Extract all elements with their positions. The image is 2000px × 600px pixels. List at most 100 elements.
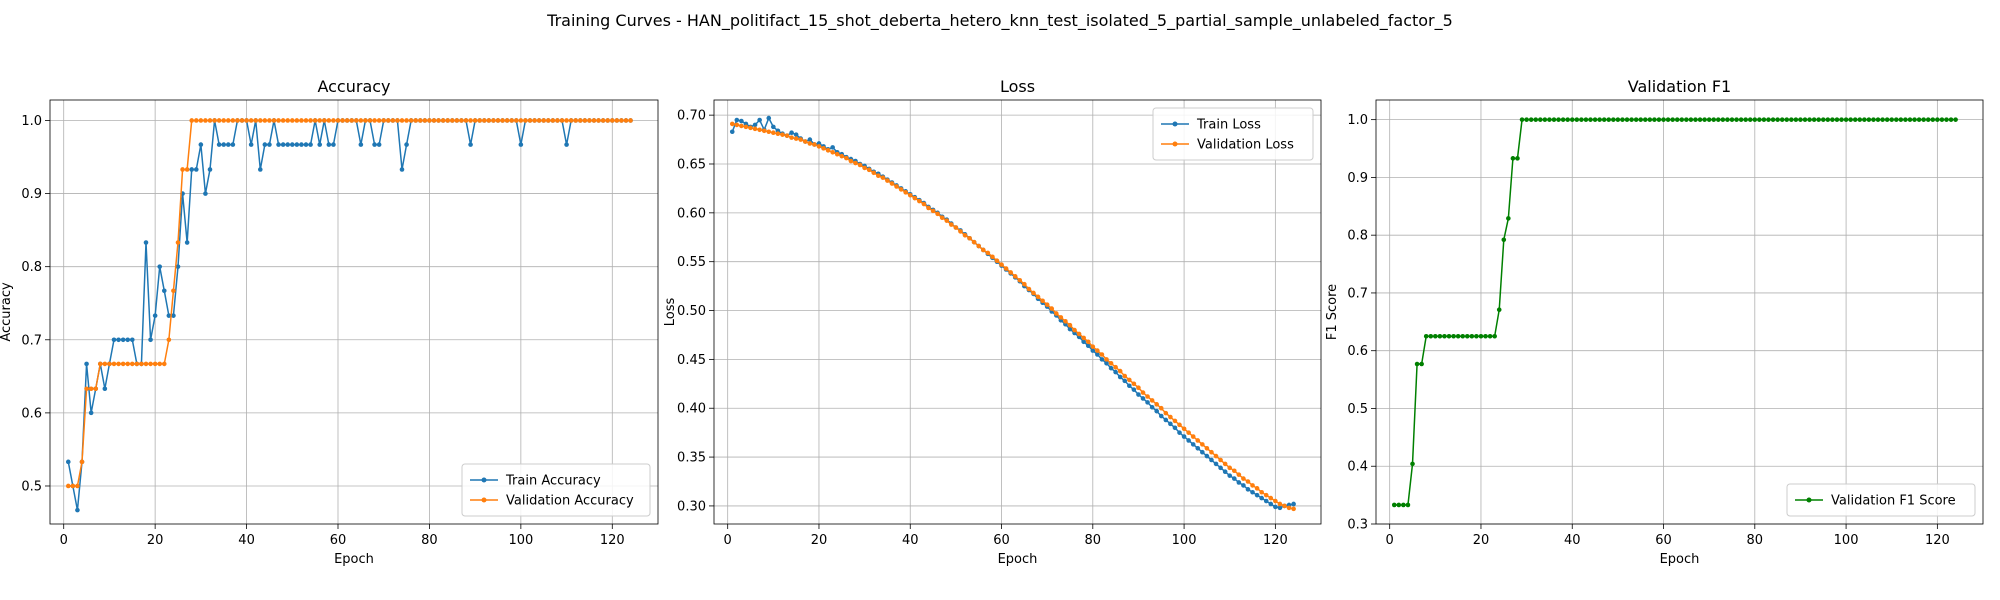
data-point [734, 117, 740, 123]
data-point [930, 208, 936, 214]
data-point [1524, 117, 1529, 122]
data-point [1259, 495, 1264, 501]
data-point [1158, 413, 1164, 419]
data-point [1181, 426, 1187, 432]
data-point [257, 167, 263, 172]
data-point [1939, 117, 1945, 122]
data-point [518, 142, 524, 147]
legend-marker [1806, 497, 1812, 503]
data-point [230, 118, 236, 123]
data-point [1866, 117, 1872, 122]
data-point [1770, 117, 1776, 122]
data-point [1556, 117, 1561, 122]
y-tick-label: 0.9 [1347, 171, 1368, 186]
data-point [1127, 377, 1132, 383]
data-point [1236, 480, 1242, 485]
data-point [102, 361, 108, 367]
data-point [1647, 117, 1653, 122]
data-point [1506, 216, 1511, 221]
data-point [885, 178, 890, 183]
data-point [1168, 414, 1173, 420]
chart-title: Accuracy [317, 77, 390, 96]
y-tick-label: 0.7 [21, 333, 42, 348]
data-point [1282, 503, 1287, 509]
data-point [445, 118, 451, 123]
data-point [1720, 117, 1726, 122]
series-1 [1391, 117, 1958, 508]
data-point [331, 142, 336, 147]
data-point [1268, 495, 1274, 501]
data-point [1930, 117, 1936, 122]
data-point [427, 118, 432, 123]
data-point [1231, 468, 1237, 474]
data-point [1236, 472, 1242, 477]
data-point [120, 337, 126, 343]
data-point [545, 118, 551, 123]
data-point [1117, 368, 1123, 374]
data-point [221, 142, 227, 147]
data-point [294, 118, 300, 123]
data-point [1734, 117, 1739, 122]
data-point [748, 125, 753, 131]
data-point [1190, 434, 1196, 439]
x-tick-label: 20 [147, 533, 164, 548]
data-point [1907, 117, 1913, 122]
x-axis-label: Epoch [1660, 552, 1700, 567]
data-point [84, 361, 89, 367]
data-point [798, 137, 804, 142]
data-point [1273, 504, 1278, 510]
data-point [171, 288, 176, 294]
data-point [990, 254, 995, 260]
data-point [1163, 410, 1169, 416]
data-point [771, 130, 776, 136]
data-point [853, 160, 858, 166]
data-point [1528, 117, 1534, 122]
legend-box [1786, 483, 1976, 517]
data-point [1802, 117, 1808, 122]
data-point [1483, 333, 1488, 339]
data-point [844, 155, 849, 161]
data-point [962, 233, 968, 238]
y-tick-label: 0.8 [21, 260, 42, 275]
data-point [262, 142, 268, 147]
legend-marker [1172, 141, 1178, 147]
data-point [1834, 117, 1840, 122]
data-point [239, 118, 245, 123]
data-point [248, 118, 254, 123]
data-point [143, 361, 149, 367]
data-point [789, 135, 794, 140]
data-point [1200, 449, 1205, 455]
data-point [830, 149, 835, 155]
data-point [280, 142, 286, 147]
data-point [1391, 502, 1397, 508]
data-point [404, 118, 409, 123]
data-point [1816, 117, 1821, 122]
data-point [1127, 383, 1132, 389]
data-point [280, 118, 286, 123]
data-point [125, 361, 131, 367]
data-point [477, 118, 483, 123]
data-point [1830, 117, 1835, 122]
data-point [944, 218, 950, 223]
data-point [1053, 311, 1059, 316]
data-point [559, 118, 565, 123]
data-point [1460, 333, 1466, 339]
data-point [958, 229, 963, 234]
data-point [422, 118, 428, 123]
data-point [1140, 396, 1146, 401]
data-point [971, 239, 977, 245]
data-point [1149, 398, 1155, 403]
data-point [1218, 457, 1223, 463]
y-tick-label: 0.70 [677, 109, 706, 124]
data-point [271, 118, 277, 123]
data-point [193, 118, 199, 123]
data-point [1501, 237, 1507, 243]
data-point [1601, 117, 1607, 122]
data-point [527, 118, 533, 123]
data-point [1693, 117, 1698, 122]
data-point [1702, 117, 1707, 122]
legend-box [461, 463, 651, 517]
data-point [1245, 479, 1251, 484]
data-point [1190, 442, 1196, 447]
data-point [335, 118, 341, 123]
